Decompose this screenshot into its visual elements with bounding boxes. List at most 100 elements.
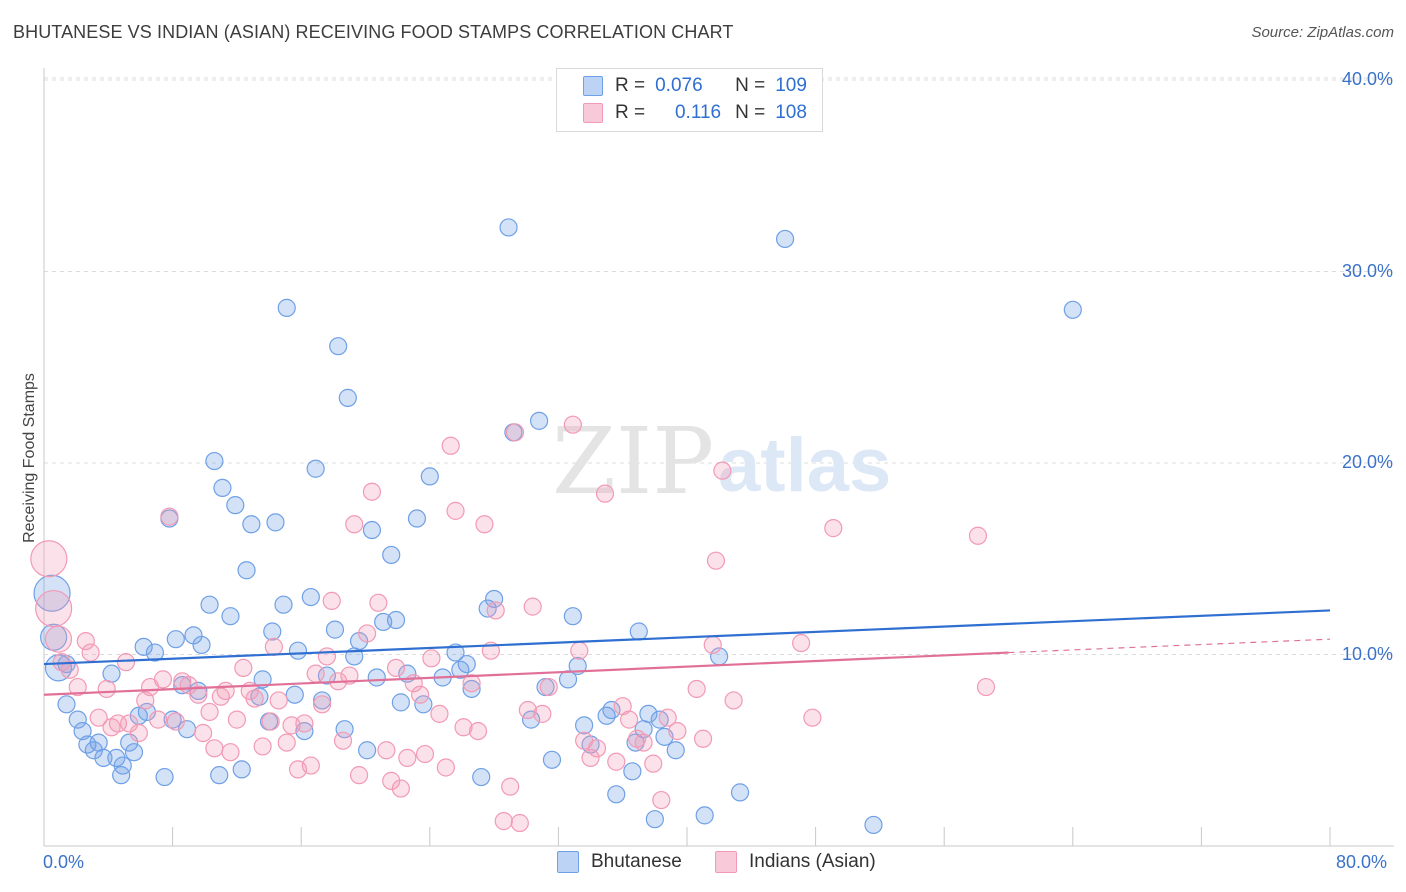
bhutanese-point [89, 733, 108, 752]
r-label: R = [615, 75, 646, 96]
bhutanese-point [68, 710, 87, 729]
legend-item-bhutanese: Bhutanese [557, 851, 682, 873]
indian-point [462, 674, 481, 693]
bhutanese-point [57, 695, 76, 714]
indian-point [803, 708, 822, 727]
indian-point [68, 677, 87, 697]
bhutanese-point [102, 664, 121, 683]
r-value: 0.076 [655, 75, 703, 96]
bhutanese-point [629, 622, 648, 641]
indian-point [658, 708, 677, 727]
bhutanese-point [232, 760, 251, 779]
bhutanese-point [362, 520, 382, 540]
bhutanese-swatch [583, 76, 603, 96]
indian-point [422, 649, 441, 668]
indian-point [333, 731, 353, 750]
n-label: N = [735, 75, 766, 96]
bhutanese-point [301, 587, 320, 607]
indian-point [129, 723, 148, 743]
stats-legend: R = 0.076 N = 109 R = 0.116 N = 108 [556, 68, 823, 132]
bhutanese-point [602, 700, 621, 720]
n-value: 108 [775, 102, 807, 123]
bhutanese-point [192, 635, 211, 655]
indian-point [976, 677, 996, 697]
indian-point [436, 758, 455, 777]
indian-point [377, 741, 396, 760]
indian-point [486, 601, 505, 620]
bhutanese-point [163, 710, 182, 729]
indian-point [634, 733, 653, 752]
bhutanese-point [462, 679, 481, 699]
bhutanese-point [607, 785, 626, 804]
indian-point [391, 779, 410, 798]
indian-point [136, 691, 155, 710]
indian-swatch [583, 103, 603, 123]
bhutanese-point [263, 622, 282, 641]
bhutanese-point [155, 767, 174, 787]
legend-row-bhutanese: R = 0.076 N = 109 [583, 74, 807, 98]
indian-point [194, 723, 213, 743]
chart-title: BHUTANESE VS INDIAN (ASIAN) RECEIVING FO… [13, 22, 734, 42]
source-label: Source: ZipAtlas.com [1251, 24, 1394, 41]
indian-point [968, 526, 988, 545]
bhutanese-point [338, 388, 357, 407]
bhutanese-point [189, 681, 208, 700]
legend-label: Indians (Asian) [749, 851, 876, 872]
bhutanese-point [472, 767, 491, 787]
bhutanese-point [113, 756, 132, 775]
indian-point [160, 507, 179, 526]
indian-point [533, 704, 552, 723]
indian-point [211, 687, 230, 706]
indian-point [382, 771, 401, 790]
indian-point [620, 710, 639, 729]
bhutanese-point [237, 561, 256, 580]
bhutanese-point [386, 610, 406, 630]
bhutanese-point [597, 706, 616, 725]
indian-point [264, 637, 283, 656]
bhutanese-point [213, 478, 232, 497]
indian-point [312, 695, 332, 714]
indian-point [322, 591, 341, 610]
bhutanese-point [40, 623, 68, 651]
indian-point [221, 743, 240, 762]
indian-point [97, 679, 116, 699]
indian-point [454, 718, 473, 737]
indian-point [475, 515, 494, 534]
indian-point [340, 666, 359, 685]
indian-point [234, 658, 253, 678]
trend-lines [43, 609, 1331, 696]
bhutanese-point [414, 695, 433, 714]
indian-point [446, 501, 465, 520]
bhutanese-point [499, 218, 518, 237]
bhutanese-point [274, 595, 293, 614]
y-tick-label: 40.0% [1341, 69, 1393, 89]
bhutanese-point [695, 806, 714, 825]
bhutanese-point [285, 685, 304, 704]
bhutanese-point [358, 741, 377, 760]
bhutanese-point [367, 668, 386, 687]
bhutanese-point [210, 766, 229, 785]
indian-point [587, 739, 607, 758]
bhutanese-point [226, 496, 245, 515]
x-tick-max: 80.0% [1336, 852, 1388, 872]
bhutanese-point [266, 513, 285, 532]
indian-point [44, 625, 73, 653]
indian-point [539, 677, 558, 697]
indian-trend-extension [1008, 638, 1331, 654]
bhutanese-point [775, 229, 795, 249]
indian-point [200, 702, 219, 722]
bhutanese-point [335, 720, 354, 739]
y-tick-label: 30.0% [1341, 260, 1393, 281]
bhutanese-point [288, 641, 308, 660]
bhutanese-point [391, 693, 410, 712]
indian-point [792, 633, 811, 653]
indian-point [415, 744, 435, 764]
indian-point [306, 664, 325, 683]
bhutanese-point [1063, 300, 1082, 319]
x-tick-min: 0.0% [43, 852, 85, 872]
bhutanese-point [317, 666, 337, 685]
r-value: 0.116 [655, 102, 721, 124]
indian-point [277, 733, 296, 752]
bhutanese-point [253, 670, 272, 689]
